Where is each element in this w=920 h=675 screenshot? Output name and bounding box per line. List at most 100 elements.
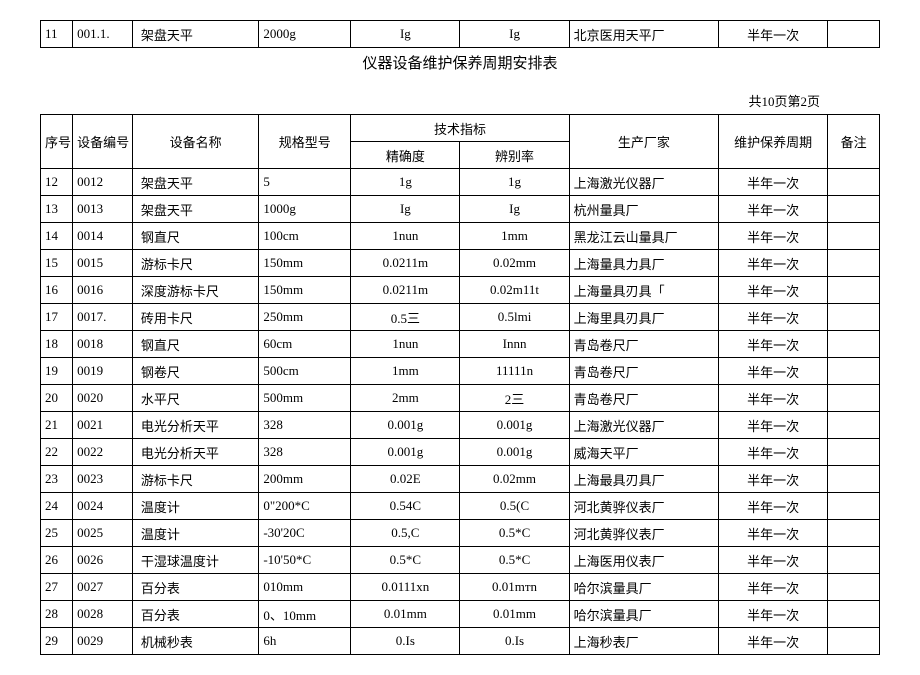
cell-name: 架盘天平	[132, 21, 258, 48]
cell-name: 架盘天平	[132, 169, 258, 196]
table-row: 220022电光分析天平3280.001g0.001g威海天平厂半年一次	[41, 439, 880, 466]
cell-acc: 0.001g	[351, 412, 460, 439]
cell-name: 钢卷尺	[132, 358, 258, 385]
cell-spec: 500cm	[259, 358, 351, 385]
table-row: 190019钢卷尺500cm1mm11111n青岛卷尺厂半年一次	[41, 358, 880, 385]
cell-res: 0.Is	[460, 628, 569, 655]
cell-mfr: 威海天平厂	[569, 439, 718, 466]
cell-id: 001.1.	[73, 21, 133, 48]
cell-name: 电光分析天平	[132, 439, 258, 466]
cell-name: 砖用卡尺	[132, 304, 258, 331]
cell-name: 水平尺	[132, 385, 258, 412]
cell-note	[828, 250, 880, 277]
cell-note	[828, 21, 880, 48]
cell-acc: 0.5三	[351, 304, 460, 331]
cell-spec: 0、10mm	[259, 601, 351, 628]
cell-cycle: 半年一次	[719, 358, 828, 385]
cell-id: 0018	[73, 331, 133, 358]
cell-cycle: 半年一次	[719, 628, 828, 655]
cell-note	[828, 439, 880, 466]
cell-mfr: 哈尔滨量具厂	[569, 601, 718, 628]
cell-acc: 0.54C	[351, 493, 460, 520]
cell-acc: 0.Is	[351, 628, 460, 655]
cell-mfr: 杭州量具厂	[569, 196, 718, 223]
cell-seq: 20	[41, 385, 73, 412]
cell-seq: 12	[41, 169, 73, 196]
cell-seq: 17	[41, 304, 73, 331]
cell-note	[828, 304, 880, 331]
cell-cycle: 半年一次	[719, 304, 828, 331]
hdr-id: 设备编号	[73, 115, 133, 169]
cell-name: 干湿球温度计	[132, 547, 258, 574]
cell-id: 0027	[73, 574, 133, 601]
table-row: 11 001.1. 架盘天平 2000g Ig Ig 北京医用天平厂 半年一次	[41, 21, 880, 48]
cell-mfr: 上海医用仪表厂	[569, 547, 718, 574]
cell-cycle: 半年一次	[719, 493, 828, 520]
cell-mfr: 上海最具刃具厂	[569, 466, 718, 493]
cell-seq: 18	[41, 331, 73, 358]
cell-res: 11111n	[460, 358, 569, 385]
table-row: 250025温度计-30'20C0.5,C0.5*C河北黄骅仪表厂半年一次	[41, 520, 880, 547]
cell-id: 0028	[73, 601, 133, 628]
cell-name: 深度游标卡尺	[132, 277, 258, 304]
cell-res: 0.5(C	[460, 493, 569, 520]
cell-acc: 0.5,C	[351, 520, 460, 547]
cell-acc: 1nun	[351, 223, 460, 250]
cell-id: 0014	[73, 223, 133, 250]
page-title: 仪器设备维护保养周期安排表	[40, 48, 880, 77]
cell-spec: 500mm	[259, 385, 351, 412]
cell-name: 游标卡尺	[132, 466, 258, 493]
cell-cycle: 半年一次	[719, 277, 828, 304]
hdr-tech: 技术指标	[351, 115, 569, 142]
cell-res: 0.02mm	[460, 466, 569, 493]
hdr-seq: 序号	[41, 115, 73, 169]
cell-id: 0021	[73, 412, 133, 439]
cell-res: 0.02m11t	[460, 277, 569, 304]
cell-note	[828, 412, 880, 439]
cell-id: 0029	[73, 628, 133, 655]
cell-mfr: 上海量具力具厂	[569, 250, 718, 277]
cell-res: Ig	[460, 196, 569, 223]
cell-id: 0015	[73, 250, 133, 277]
table-row: 130013架盘天平1000gIgIg杭州量具厂半年一次	[41, 196, 880, 223]
cell-spec: 150mm	[259, 250, 351, 277]
cell-spec: 100cm	[259, 223, 351, 250]
cell-acc: Ig	[351, 21, 460, 48]
cell-cycle: 半年一次	[719, 439, 828, 466]
cell-id: 0016	[73, 277, 133, 304]
cell-mfr: 上海秒表厂	[569, 628, 718, 655]
cell-res: Ig	[460, 21, 569, 48]
cell-id: 0022	[73, 439, 133, 466]
cell-mfr: 黑龙江云山量具厂	[569, 223, 718, 250]
cell-seq: 16	[41, 277, 73, 304]
main-table: 序号 设备编号 设备名称 规格型号 技术指标 生产厂家 维护保养周期 备注 精确…	[40, 114, 880, 655]
cell-seq: 24	[41, 493, 73, 520]
table-row: 210021电光分析天平3280.001g0.001g上海激光仪器厂半年一次	[41, 412, 880, 439]
cell-mfr: 上海量具刃具「	[569, 277, 718, 304]
table-row: 260026干湿球温度计-10'50*C0.5*C0.5*C上海医用仪表厂半年一…	[41, 547, 880, 574]
cell-name: 百分表	[132, 601, 258, 628]
cell-note	[828, 331, 880, 358]
cell-seq: 11	[41, 21, 73, 48]
cell-note	[828, 574, 880, 601]
cell-note	[828, 601, 880, 628]
cell-mfr: 河北黄骅仪表厂	[569, 520, 718, 547]
cell-spec: 6h	[259, 628, 351, 655]
cell-spec: 0"200*C	[259, 493, 351, 520]
cell-seq: 22	[41, 439, 73, 466]
cell-id: 0024	[73, 493, 133, 520]
cell-seq: 21	[41, 412, 73, 439]
cell-spec: -30'20C	[259, 520, 351, 547]
cell-mfr: 青岛卷尺厂	[569, 358, 718, 385]
cell-name: 钢直尺	[132, 223, 258, 250]
cell-note	[828, 520, 880, 547]
cell-note	[828, 493, 880, 520]
cell-res: 0.5*C	[460, 547, 569, 574]
cell-seq: 23	[41, 466, 73, 493]
cell-spec: 5	[259, 169, 351, 196]
cell-acc: 0.5*C	[351, 547, 460, 574]
cell-mfr: 哈尔滨量具厂	[569, 574, 718, 601]
cell-acc: 1nun	[351, 331, 460, 358]
cell-acc: 0.001g	[351, 439, 460, 466]
cell-spec: 2000g	[259, 21, 351, 48]
